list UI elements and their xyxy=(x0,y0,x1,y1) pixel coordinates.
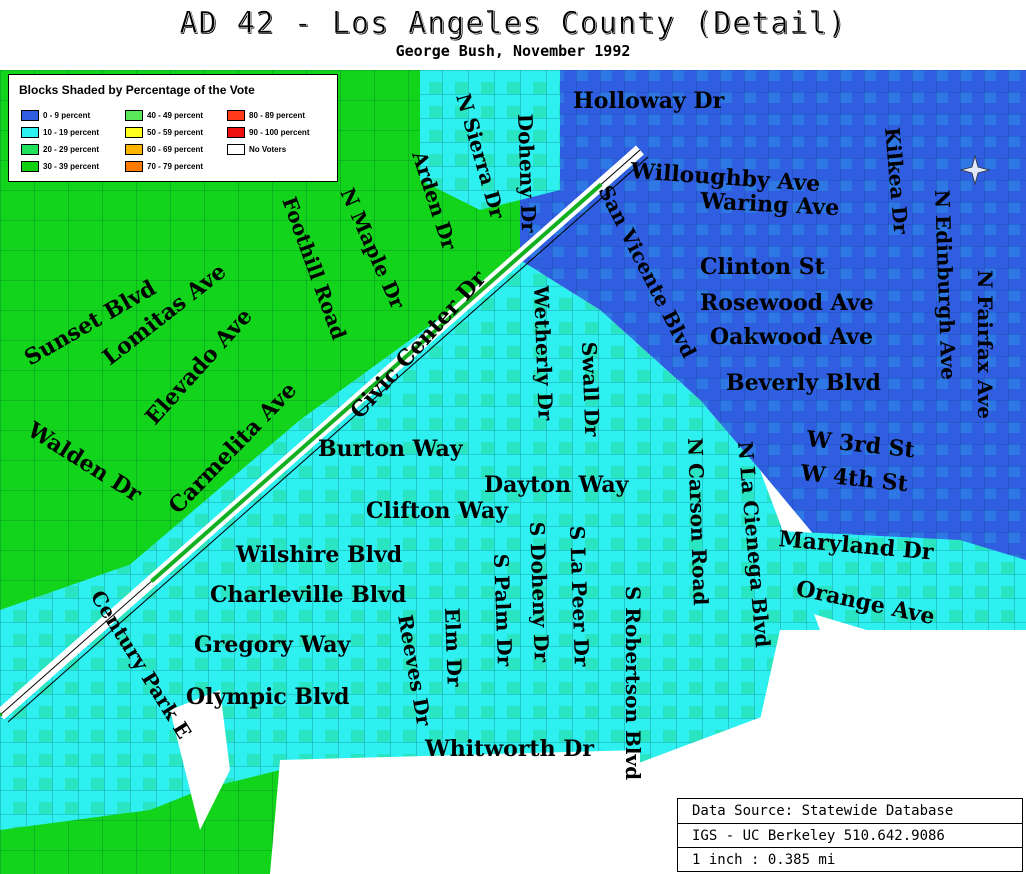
street-label-olympic: Olympic Blvd xyxy=(186,684,350,710)
legend-item: 60 - 69 percent xyxy=(125,143,203,157)
map-subtitle: George Bush, November 1992 xyxy=(395,42,631,60)
legend-swatch xyxy=(125,127,143,139)
legend-label: 90 - 100 percent xyxy=(249,128,310,137)
map-legend: Blocks Shaded by Percentage of the Vote … xyxy=(8,74,338,182)
street-label-n-carson: N Carson Road xyxy=(683,437,713,605)
legend-swatch xyxy=(21,110,39,122)
rail-corridor xyxy=(0,145,649,723)
legend-swatch xyxy=(227,127,245,139)
legend-item: 0 - 9 percent xyxy=(21,109,90,123)
source-line: Data Source: Statewide Database xyxy=(692,803,954,819)
legend-swatch xyxy=(227,110,245,122)
legend-label: No Voters xyxy=(249,145,287,154)
street-label-wetherly: Wetherly Dr xyxy=(529,284,558,421)
street-label-s-robertson: S Robertson Blvd xyxy=(621,586,645,780)
street-label-oakwood: Oakwood Ave xyxy=(710,324,873,350)
legend-swatch xyxy=(227,144,245,156)
street-label-swall: Swall Dr xyxy=(577,341,604,437)
legend-label: 30 - 39 percent xyxy=(43,162,100,171)
legend-item: 40 - 49 percent xyxy=(125,109,203,123)
legend-swatch xyxy=(21,127,39,139)
region-east-blue xyxy=(520,70,1026,660)
street-label-doheny: Doheny Dr xyxy=(513,113,541,233)
legend-swatch xyxy=(21,144,39,156)
street-label-clifton: Clifton Way xyxy=(366,498,509,524)
legend-item: No Voters xyxy=(227,143,286,157)
map-title: AD 42 - Los Angeles County (Detail) xyxy=(179,6,847,42)
street-label-whitworth: Whitworth Dr xyxy=(424,736,594,762)
map-canvas: Holloway Dr Willoughby Ave Waring Ave Cl… xyxy=(0,70,1026,874)
legend-label: 60 - 69 percent xyxy=(147,145,204,154)
legend-item: 70 - 79 percent xyxy=(125,160,203,174)
street-label-elm: Elm Dr xyxy=(440,607,467,687)
street-label-holloway: Holloway Dr xyxy=(573,88,725,114)
street-label-s-doheny: S Doheny Dr xyxy=(525,521,554,663)
street-label-burton: Burton Way xyxy=(318,436,464,462)
street-label-s-palm: S Palm Dr xyxy=(489,553,517,667)
legend-item: 80 - 89 percent xyxy=(227,109,305,123)
street-label-charleville: Charleville Blvd xyxy=(210,582,406,608)
legend-swatch xyxy=(125,161,143,173)
legend-label: 0 - 9 percent xyxy=(43,111,91,120)
legend-item: 90 - 100 percent xyxy=(227,126,309,140)
street-label-rosewood: Rosewood Ave xyxy=(700,290,874,316)
no-data-corner xyxy=(170,690,230,830)
street-label-s-la-peer: S La Peer Dr xyxy=(565,525,594,667)
street-label-wilshire: Wilshire Blvd xyxy=(235,542,402,568)
legend-swatch xyxy=(21,161,39,173)
legend-title: Blocks Shaded by Percentage of the Vote xyxy=(19,83,255,97)
compass-star-icon xyxy=(959,154,991,186)
legend-label: 50 - 59 percent xyxy=(147,128,204,137)
region-north-cyan xyxy=(420,70,560,210)
street-label-beverly: Beverly Blvd xyxy=(726,370,881,396)
legend-item: 10 - 19 percent xyxy=(21,126,99,140)
scale-line: 1 inch : 0.385 mi xyxy=(678,847,1022,871)
legend-label: 10 - 19 percent xyxy=(43,128,100,137)
legend-item: 30 - 39 percent xyxy=(21,160,99,174)
street-label-gregory: Gregory Way xyxy=(194,632,352,658)
legend-swatch xyxy=(125,144,143,156)
legend-label: 20 - 29 percent xyxy=(43,145,100,154)
data-source-box: Data Source: Statewide Database IGS - UC… xyxy=(677,798,1023,872)
legend-item: 20 - 29 percent xyxy=(21,143,99,157)
legend-label: 80 - 89 percent xyxy=(249,111,306,120)
legend-swatch xyxy=(125,110,143,122)
legend-item: 50 - 59 percent xyxy=(125,126,203,140)
legend-label: 70 - 79 percent xyxy=(147,162,204,171)
street-label-n-fairfax: N Fairfax Ave xyxy=(973,270,997,419)
street-label-clinton: Clinton St xyxy=(700,254,826,280)
legend-label: 40 - 49 percent xyxy=(147,111,204,120)
no-data-south xyxy=(270,750,640,874)
street-label-dayton: Dayton Way xyxy=(484,472,630,498)
source-line: IGS - UC Berkeley 510.642.9086 xyxy=(678,823,1022,847)
